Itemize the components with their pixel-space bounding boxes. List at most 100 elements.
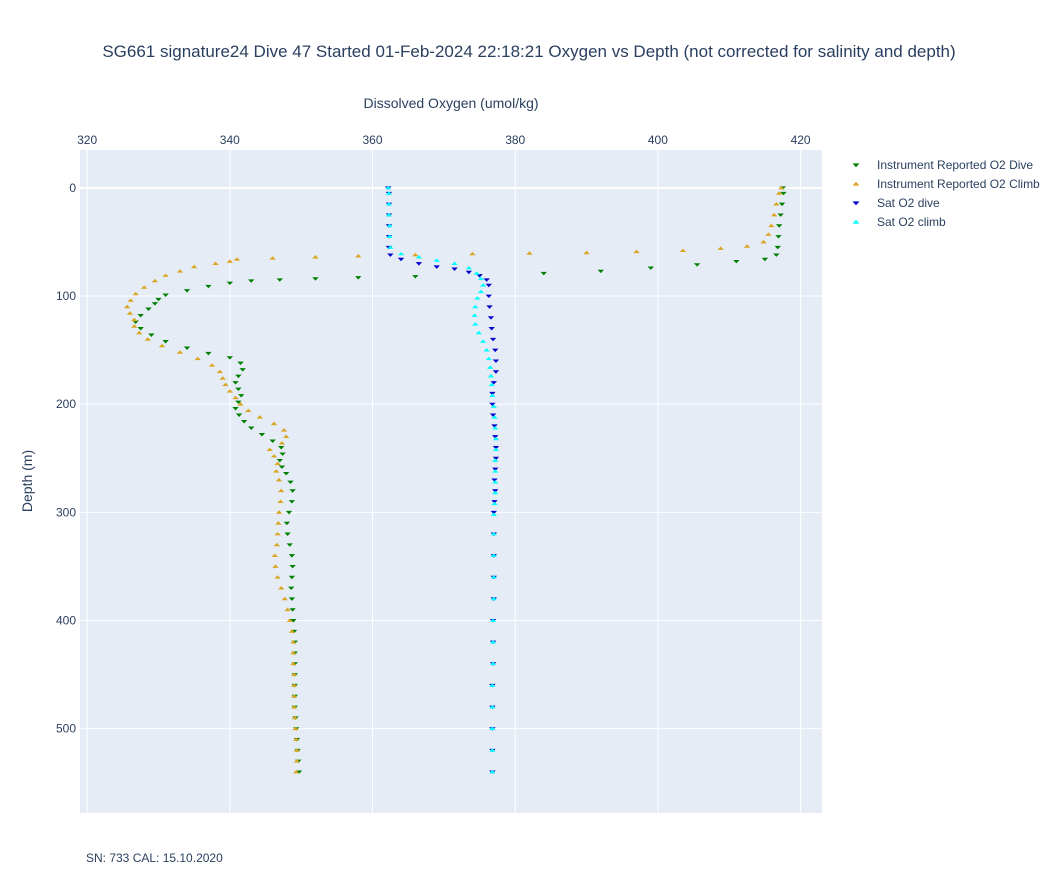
data-point (290, 650, 297, 655)
data-point (277, 499, 284, 503)
data-point (136, 330, 143, 335)
data-point (232, 381, 239, 385)
data-point (487, 316, 495, 320)
data-point (288, 629, 296, 633)
data-point (492, 348, 499, 353)
gridlines (80, 150, 822, 813)
data-point (290, 683, 298, 687)
legend-item[interactable]: Instrument Reported O2 Climb (852, 177, 1041, 191)
data-point (775, 235, 782, 239)
y-axis-ticks: 0 100 200 300 400 500 (56, 181, 76, 736)
data-point (774, 245, 781, 250)
data-point (190, 264, 198, 269)
y-axis-title: Depth (m) (19, 450, 35, 512)
data-point (162, 293, 169, 297)
y-tick-label: 0 (69, 181, 76, 195)
data-point (385, 185, 392, 190)
legend[interactable]: Instrument Reported O2 Dive Instrument Re… (852, 158, 1041, 229)
data-point (232, 395, 239, 400)
data-point (292, 769, 300, 774)
data-point (144, 337, 151, 341)
data-point (194, 356, 201, 361)
data-point (237, 361, 244, 366)
data-point (355, 253, 362, 258)
data-point (355, 276, 362, 280)
data-point (474, 296, 481, 300)
data-point (248, 279, 255, 283)
data-point (647, 266, 654, 270)
data-point (492, 469, 499, 473)
data-point (286, 618, 293, 622)
data-point (487, 365, 494, 369)
y-tick-label: 100 (56, 289, 76, 303)
data-point (291, 715, 298, 720)
data-point (483, 348, 490, 352)
data-point (290, 694, 298, 698)
data-point (483, 278, 490, 282)
y-tick-label: 500 (56, 722, 76, 736)
data-point (465, 265, 473, 270)
data-point (465, 270, 473, 275)
data-point (473, 271, 480, 275)
data-point (479, 339, 487, 343)
legend-marker (852, 181, 860, 186)
data-point (489, 337, 497, 342)
data-point (475, 330, 483, 335)
data-point (290, 640, 297, 644)
data-point (471, 313, 478, 317)
data-point (212, 261, 219, 266)
data-point (433, 265, 440, 269)
data-point (127, 298, 134, 302)
data-point (477, 276, 485, 281)
data-point (208, 363, 216, 367)
data-point (292, 726, 299, 731)
data-point (490, 404, 498, 408)
data-point (633, 249, 640, 254)
plot-area (80, 150, 822, 813)
data-point (284, 607, 291, 612)
y-tick-label: 200 (56, 397, 76, 411)
data-point (131, 324, 138, 328)
legend-item[interactable]: Sat O2 dive (852, 196, 941, 210)
data-point (679, 248, 687, 253)
data-point (486, 305, 493, 309)
data-point (278, 465, 286, 469)
data-point (256, 415, 263, 419)
data-point (162, 339, 169, 344)
data-point (132, 291, 139, 296)
data-point (274, 531, 281, 536)
legend-item[interactable]: Sat O2 climb (852, 215, 947, 229)
legend-label: Sat O2 climb (877, 215, 946, 229)
data-point (273, 469, 280, 473)
data-point (777, 213, 784, 217)
data-point (248, 426, 255, 430)
data-point (492, 458, 499, 462)
data-point (274, 461, 281, 466)
data-point (451, 261, 458, 266)
data-point (770, 212, 778, 217)
data-point (158, 343, 166, 348)
data-point (276, 278, 283, 282)
x-axis-title: Dissolved Oxygen (umol/kg) (363, 95, 538, 111)
data-point (276, 458, 283, 463)
data-point (492, 456, 500, 461)
data-point (281, 596, 288, 601)
data-point (775, 224, 783, 228)
data-point (491, 424, 498, 428)
data-point (540, 271, 547, 276)
data-point (491, 501, 498, 506)
data-point (387, 245, 394, 249)
data-point (132, 320, 139, 324)
legend-item[interactable]: Instrument Reported O2 Dive (852, 158, 1034, 172)
data-point (288, 554, 296, 558)
data-point (583, 250, 590, 255)
x-axis-ticks: 320 340 360 380 400 420 (77, 133, 811, 147)
data-point (288, 597, 296, 601)
data-point (491, 478, 498, 482)
data-point (131, 317, 138, 322)
data-point (492, 435, 499, 439)
data-point (490, 575, 498, 579)
data-point (282, 434, 290, 439)
legend-label: Instrument Reported O2 Climb (877, 177, 1040, 191)
